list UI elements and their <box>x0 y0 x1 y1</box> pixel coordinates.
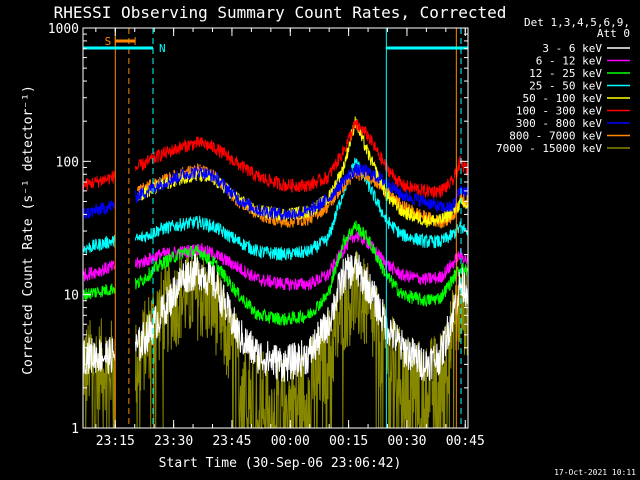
series-line-5 <box>82 119 469 199</box>
x-tick-label-3: 00:00 <box>271 434 310 449</box>
x-axis-label: Start Time (30-Sep-06 23:06:42) <box>159 456 402 471</box>
plot-frame <box>82 27 469 429</box>
y-axis-label: Corrected Count Rate (s⁻¹ detector⁻¹) <box>21 85 36 375</box>
series-line-0 <box>82 252 469 382</box>
x-axis: 23:15 23:30 23:45 00:00 00:15 00:30 00:45 <box>95 28 485 449</box>
legend-header-line-1: Det 1,3,4,5,6,9, <box>524 16 630 29</box>
footer-timestamp: 17-Oct-2021 10:11 <box>554 468 636 477</box>
y-tick-label-0: 1 <box>71 422 79 437</box>
series-line-2 <box>82 220 469 326</box>
marker-s-label: S <box>105 35 112 48</box>
legend-entry-8: 7000 - 15000 keV <box>496 142 602 155</box>
legend-entry-4: 50 - 100 keV <box>523 92 603 105</box>
y-axis: 1 10 100 1000 <box>48 22 468 437</box>
x-tick-label-4: 00:15 <box>329 434 368 449</box>
legend-entry-0: 3 - 6 keV <box>542 42 602 55</box>
legend-entry-5: 100 - 300 keV <box>516 105 602 118</box>
legend-entry-7: 800 - 7000 keV <box>509 130 602 143</box>
x-tick-label-2: 23:45 <box>212 434 251 449</box>
x-tick-label-1: 23:30 <box>154 434 193 449</box>
legend-entry-3: 25 - 50 keV <box>529 80 602 93</box>
series-line-6 <box>82 163 469 223</box>
series-line-1 <box>82 230 469 291</box>
legend-header-line-2: Att 0 <box>597 27 630 40</box>
marker-n-label: N <box>159 42 166 55</box>
y-tick-label-2: 100 <box>56 155 79 170</box>
x-tick-label-0: 23:15 <box>96 434 135 449</box>
series-line-3 <box>82 157 469 262</box>
legend-entry-1: 6 - 12 keV <box>536 55 603 68</box>
y-tick-label-3: 1000 <box>48 22 79 37</box>
y-tick-label-1: 10 <box>63 289 79 304</box>
legend-entry-6: 300 - 800 keV <box>516 117 602 130</box>
legend-entry-2: 12 - 25 keV <box>529 67 602 80</box>
plot-area: SN <box>82 28 469 430</box>
x-tick-label-6: 00:45 <box>446 434 485 449</box>
x-tick-label-5: 00:30 <box>387 434 426 449</box>
chart-title: RHESSI Observing Summary Count Rates, Co… <box>54 3 507 22</box>
